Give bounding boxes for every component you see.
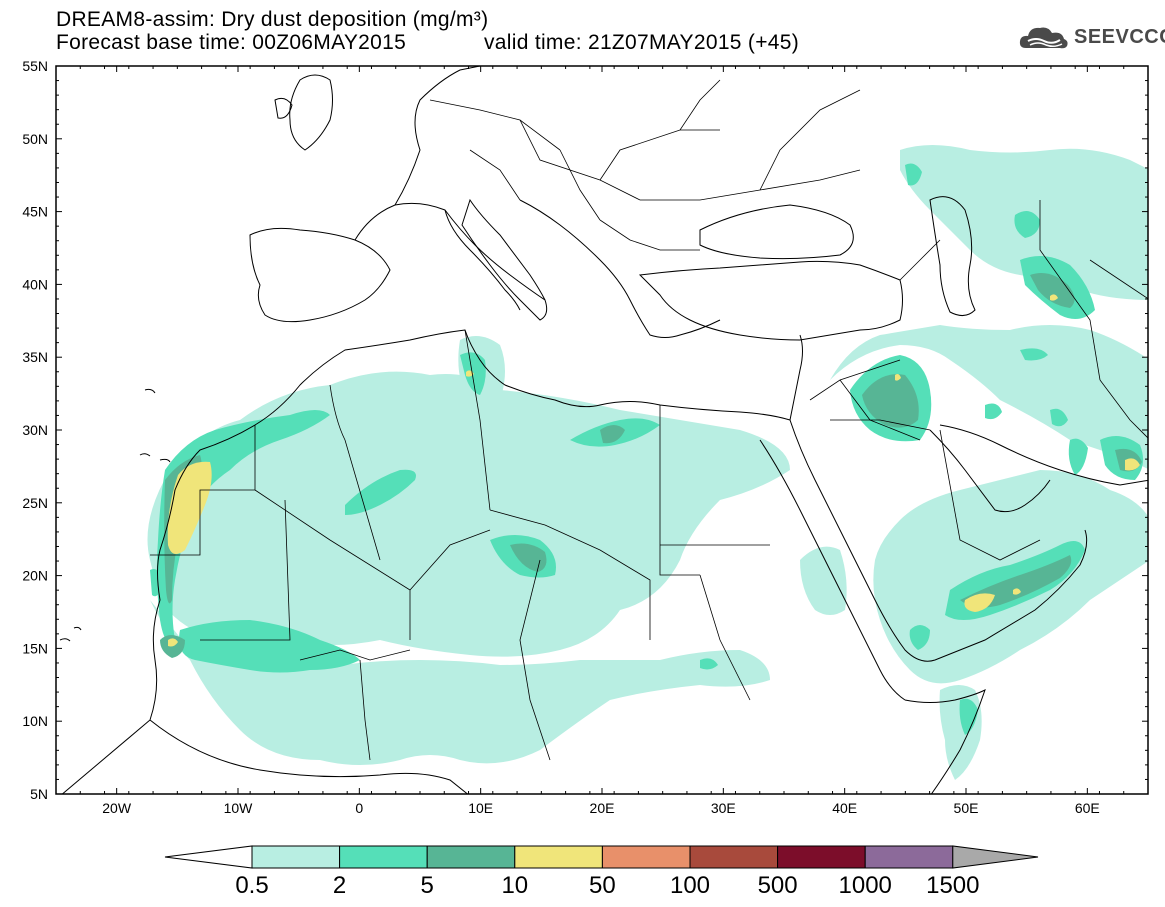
colorbar-bin	[601, 845, 691, 869]
colorbar-bin	[952, 845, 1039, 869]
colorbar: 0.5 2 5 10 50 100 500 1000 1500	[164, 845, 1039, 899]
logo-text: SEEVCCC	[1074, 25, 1165, 48]
lat-label: 25N	[22, 495, 48, 511]
colorbar-label: 10	[501, 872, 528, 899]
axis-ticks	[55, 65, 1149, 795]
colorbar-bin	[251, 845, 341, 869]
map-title: DREAM8-assim: Dry dust deposition (mg/m³…	[56, 8, 489, 31]
lat-label: 5N	[30, 786, 48, 802]
colorbar-label: 100	[670, 872, 710, 899]
lat-label: 50N	[22, 131, 48, 147]
lon-label: 0	[355, 800, 363, 816]
lat-label: 35N	[22, 349, 48, 365]
seevccc-logo: SEEVCCC	[1018, 22, 1165, 52]
lon-label: 50E	[954, 800, 979, 816]
lon-label: 20E	[590, 800, 615, 816]
country-borders	[150, 79, 1148, 761]
colorbar-bin	[339, 845, 428, 869]
lon-label: 60E	[1075, 800, 1100, 816]
colorbar-label: 50	[589, 872, 616, 899]
colorbar-label: 5	[421, 872, 434, 899]
cloud-icon	[1019, 27, 1068, 49]
colorbar-label: 1500	[926, 872, 979, 899]
lat-label: 10N	[22, 713, 48, 729]
lat-label: 20N	[22, 568, 48, 584]
colorbar-label: 500	[758, 872, 798, 899]
colorbar-bin	[514, 845, 603, 869]
lon-label: 20W	[102, 800, 132, 816]
lon-label: 40E	[832, 800, 857, 816]
coastlines	[59, 66, 1148, 794]
colorbar-left-arrow	[164, 845, 253, 869]
colorbar-bin	[426, 845, 516, 869]
deposition-field	[147, 145, 1148, 780]
colorbar-label: 2	[333, 872, 346, 899]
map-header: DREAM8-assim: Dry dust deposition (mg/m³…	[56, 8, 799, 54]
colorbar-bin	[777, 845, 866, 869]
lat-label: 30N	[22, 422, 48, 438]
lat-label: 55N	[22, 58, 48, 74]
colorbar-label: 0.5	[235, 872, 268, 899]
colorbar-bin	[864, 845, 954, 869]
lon-label: 10W	[224, 800, 254, 816]
lat-label: 45N	[22, 204, 48, 220]
colorbar-bin	[689, 845, 779, 869]
lon-label: 30E	[711, 800, 736, 816]
lon-axis-labels: 20W 10W 0 10E 20E 30E 40E 50E 60E	[102, 800, 1100, 816]
colorbar-label: 1000	[839, 872, 892, 899]
valid-time: valid time: 21Z07MAY2015 (+45)	[484, 31, 800, 54]
lat-label: 40N	[22, 276, 48, 292]
lat-axis-labels: 55N 50N 45N 40N 35N 30N 25N 20N 15N 10N 5N	[22, 58, 48, 802]
lat-label: 15N	[22, 640, 48, 656]
base-time: Forecast base time: 00Z06MAY2015	[56, 31, 407, 54]
lon-label: 10E	[468, 800, 493, 816]
